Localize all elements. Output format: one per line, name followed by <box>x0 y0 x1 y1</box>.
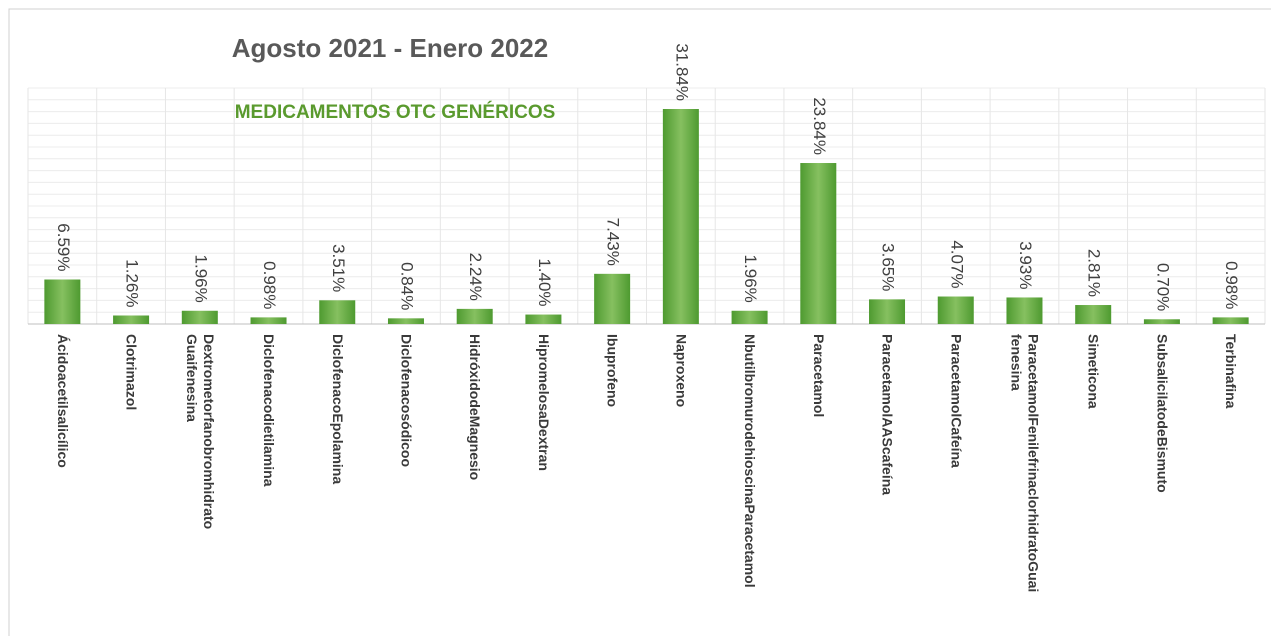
value-label: 3.65% <box>879 243 898 291</box>
bar <box>319 300 356 324</box>
bar <box>937 296 974 324</box>
chart-title: Agosto 2021 - Enero 2022 <box>232 33 548 63</box>
x-tick-label: ParacetamolCafeína <box>948 334 965 468</box>
value-label: 7.43% <box>604 218 623 266</box>
x-tick-label: Diclofenacodietilamina <box>261 334 278 487</box>
value-label: 1.96% <box>741 255 760 303</box>
value-label: 31.84% <box>672 43 691 101</box>
x-tick-label: Ácidoacetilsalicílico <box>54 334 71 468</box>
value-label: 0.98% <box>1222 261 1241 309</box>
bar <box>525 314 562 324</box>
value-label: 3.93% <box>1016 241 1035 289</box>
x-tick-label: DiclofenacoEpolamina <box>329 334 346 485</box>
bar <box>456 308 493 324</box>
x-tick-label: Ibuprofeno <box>604 334 621 408</box>
bar <box>662 109 699 324</box>
x-tick-label: Dextrometorfanobromhidrato Guaifenesina <box>183 334 217 530</box>
value-label: 1.26% <box>123 259 142 307</box>
value-label: 0.70% <box>1153 263 1172 311</box>
value-label: 0.84% <box>397 262 416 310</box>
bar <box>800 163 837 324</box>
value-label: 6.59% <box>54 223 73 271</box>
x-tick-label: ParacetamolAAScafeína <box>879 334 896 496</box>
x-tick-label: Clotrimazol <box>123 334 140 411</box>
bar <box>44 279 81 324</box>
value-label: 23.84% <box>810 97 829 155</box>
bar <box>1075 305 1112 324</box>
value-label: 3.51% <box>329 244 348 292</box>
value-label: 0.98% <box>260 261 279 309</box>
bar <box>594 273 631 324</box>
value-label: 2.81% <box>1085 249 1104 297</box>
x-tick-label: Diclofenacosódicoo <box>398 334 415 468</box>
bar <box>113 315 150 324</box>
bar <box>250 317 287 324</box>
x-tick-label: Terbinafina <box>1223 334 1240 409</box>
x-tick-label: ParacetamolFenilefrinaclorhidratoGuaifen… <box>1008 334 1042 593</box>
value-label: 1.96% <box>191 255 210 303</box>
x-tick-label: HidróxidodeMagnesio <box>467 334 484 481</box>
bar <box>1212 317 1249 324</box>
bar <box>869 299 906 324</box>
bar <box>1006 297 1043 324</box>
bar <box>387 318 424 324</box>
bar <box>731 310 768 324</box>
x-tick-label: NbutilbromurodehioscinaParacetamol <box>742 334 759 588</box>
value-label: 1.40% <box>535 258 554 306</box>
value-label: 4.07% <box>947 240 966 288</box>
chart-subtitle: MEDICAMENTOS OTC GENÉRICOS <box>235 101 556 123</box>
value-label: 2.24% <box>466 253 485 301</box>
x-tick-label: SubsalicilatodeBismuto <box>1154 334 1171 493</box>
x-tick-label: HipromelosaDextran <box>535 334 552 471</box>
bar <box>181 310 218 324</box>
bar <box>1143 319 1180 324</box>
chart-border <box>8 8 1271 636</box>
x-tick-label: Naproxeno <box>673 334 690 408</box>
grid <box>27 87 1266 324</box>
x-tick-label: Simeticona <box>1085 334 1102 409</box>
x-tick-label: Paracetamol <box>810 334 827 418</box>
